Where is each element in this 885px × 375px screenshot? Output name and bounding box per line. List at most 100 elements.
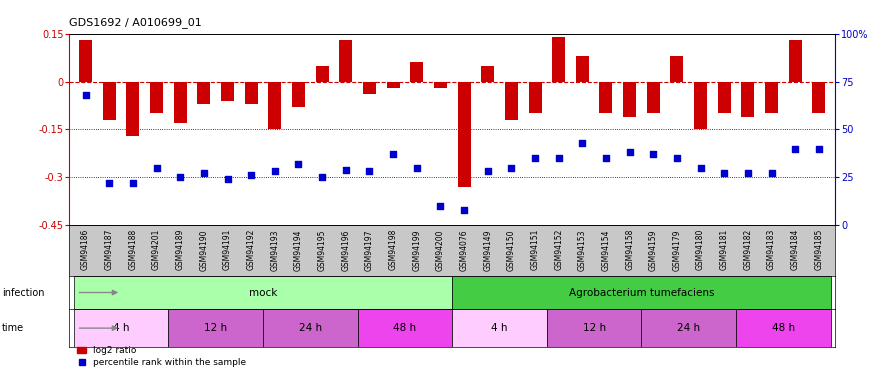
Bar: [244, 82, 258, 104]
Bar: [576, 56, 589, 82]
Bar: [411, 63, 423, 82]
Bar: [647, 82, 660, 114]
Text: time: time: [2, 323, 24, 333]
Bar: [765, 82, 778, 114]
Bar: [197, 82, 211, 104]
Text: GSM94192: GSM94192: [247, 229, 256, 270]
Text: 48 h: 48 h: [772, 323, 795, 333]
Point: [457, 207, 471, 213]
Point: [575, 140, 589, 146]
Point: [670, 155, 684, 161]
Text: GSM94197: GSM94197: [365, 229, 374, 270]
Text: GSM94196: GSM94196: [342, 229, 350, 270]
Bar: [812, 82, 826, 114]
Point: [150, 165, 164, 171]
Text: GSM94151: GSM94151: [530, 229, 540, 270]
Text: 48 h: 48 h: [393, 323, 417, 333]
Point: [812, 146, 826, 152]
Bar: [694, 82, 707, 129]
Bar: [358, 309, 452, 347]
Bar: [736, 309, 831, 347]
Bar: [458, 82, 471, 187]
Bar: [339, 40, 352, 82]
Point: [646, 151, 660, 157]
Bar: [599, 82, 612, 114]
Point: [622, 149, 636, 155]
Point: [410, 165, 424, 171]
Text: GSM94188: GSM94188: [128, 229, 137, 270]
Bar: [452, 276, 831, 309]
Text: Agrobacterium tumefaciens: Agrobacterium tumefaciens: [569, 288, 714, 297]
Bar: [221, 82, 234, 101]
Text: GSM94159: GSM94159: [649, 229, 658, 270]
Text: GSM94184: GSM94184: [790, 229, 800, 270]
Text: 4 h: 4 h: [112, 323, 129, 333]
Text: GSM94183: GSM94183: [767, 229, 776, 270]
Bar: [316, 66, 328, 82]
Text: GSM94154: GSM94154: [602, 229, 611, 270]
Bar: [789, 40, 802, 82]
Text: GSM94200: GSM94200: [436, 229, 445, 270]
Text: GSM94150: GSM94150: [507, 229, 516, 270]
Text: 4 h: 4 h: [491, 323, 508, 333]
Bar: [718, 82, 731, 114]
Text: GSM94191: GSM94191: [223, 229, 232, 270]
Point: [79, 92, 93, 98]
Text: GSM94180: GSM94180: [696, 229, 705, 270]
Bar: [173, 82, 187, 123]
Point: [551, 155, 566, 161]
Point: [789, 146, 803, 152]
Point: [126, 180, 140, 186]
Point: [339, 166, 353, 172]
Point: [196, 170, 211, 176]
Point: [528, 155, 543, 161]
Bar: [268, 82, 281, 129]
Bar: [742, 82, 754, 117]
Text: mock: mock: [249, 288, 277, 297]
Bar: [79, 40, 92, 82]
Text: GSM94181: GSM94181: [720, 229, 728, 270]
Point: [220, 176, 235, 182]
Bar: [623, 82, 636, 117]
Bar: [387, 82, 400, 88]
Bar: [363, 82, 376, 94]
Text: GSM94153: GSM94153: [578, 229, 587, 270]
Point: [765, 170, 779, 176]
Bar: [434, 82, 447, 88]
Point: [362, 168, 376, 174]
Text: GSM94194: GSM94194: [294, 229, 303, 270]
Point: [386, 151, 400, 157]
Point: [315, 174, 329, 180]
Point: [481, 168, 495, 174]
Bar: [103, 82, 116, 120]
Point: [173, 174, 188, 180]
Text: GSM94195: GSM94195: [318, 229, 327, 270]
Point: [268, 168, 282, 174]
Bar: [452, 309, 547, 347]
Bar: [552, 37, 566, 82]
Text: GSM94198: GSM94198: [389, 229, 397, 270]
Bar: [671, 56, 683, 82]
Bar: [73, 276, 452, 309]
Bar: [127, 82, 140, 136]
Text: GSM94186: GSM94186: [81, 229, 90, 270]
Point: [434, 203, 448, 209]
Bar: [547, 309, 642, 347]
Text: 12 h: 12 h: [582, 323, 605, 333]
Bar: [528, 82, 542, 114]
Point: [599, 155, 613, 161]
Text: GSM94152: GSM94152: [554, 229, 563, 270]
Text: GSM94189: GSM94189: [176, 229, 185, 270]
Bar: [504, 82, 518, 120]
Point: [504, 165, 519, 171]
Point: [741, 170, 755, 176]
Point: [244, 172, 258, 178]
Text: GSM94185: GSM94185: [814, 229, 823, 270]
Point: [717, 170, 731, 176]
Text: 24 h: 24 h: [299, 323, 322, 333]
Text: GSM94149: GSM94149: [483, 229, 492, 270]
Text: GSM94201: GSM94201: [152, 229, 161, 270]
Bar: [481, 66, 494, 82]
Text: GSM94193: GSM94193: [270, 229, 280, 270]
Point: [102, 180, 116, 186]
